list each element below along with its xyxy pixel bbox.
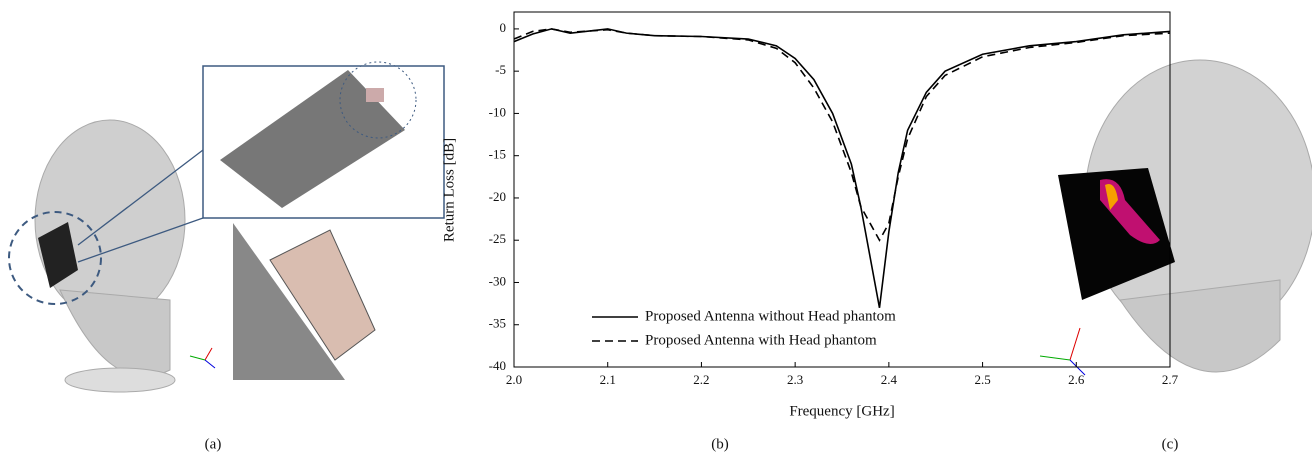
y-tick-label: -10	[489, 104, 506, 119]
x-tick-label: 2.5	[974, 372, 990, 387]
x-tick-label: 2.7	[1162, 372, 1179, 387]
y-tick-label: -25	[489, 231, 506, 246]
panel-label: (c)	[1162, 436, 1179, 452]
panel-label: (a)	[205, 436, 222, 452]
panel-c-illustration	[1039, 59, 1312, 376]
series-line	[513, 28, 1171, 308]
y-tick-label: -20	[489, 189, 506, 204]
y-tick-label: -30	[489, 273, 506, 288]
legend-label: Proposed Antenna without Head phantom	[645, 308, 896, 324]
panel-label: (b)	[711, 436, 729, 452]
x-tick-label: 2.1	[600, 372, 616, 387]
y-tick-label: 0	[500, 20, 507, 35]
panel-a-illustration	[8, 61, 445, 393]
series-line	[513, 28, 1171, 242]
y-tick-label: -35	[489, 316, 506, 331]
x-tick-label: 2.2	[693, 372, 709, 387]
legend-label: Proposed Antenna with Head phantom	[645, 332, 877, 348]
x-tick-label: 2.6	[1068, 372, 1085, 387]
x-tick-label: 2.3	[787, 372, 803, 387]
x-tick-label: 2.4	[881, 372, 898, 387]
x-axis-label: Frequency [GHz]	[789, 403, 894, 419]
y-tick-label: -15	[489, 147, 506, 162]
y-tick-label: -5	[495, 62, 506, 77]
y-axis-label: Return Loss [dB]	[441, 138, 457, 242]
plot-frame	[513, 11, 1171, 368]
x-tick-label: 2.0	[506, 372, 522, 387]
y-tick-label: -40	[489, 358, 506, 373]
